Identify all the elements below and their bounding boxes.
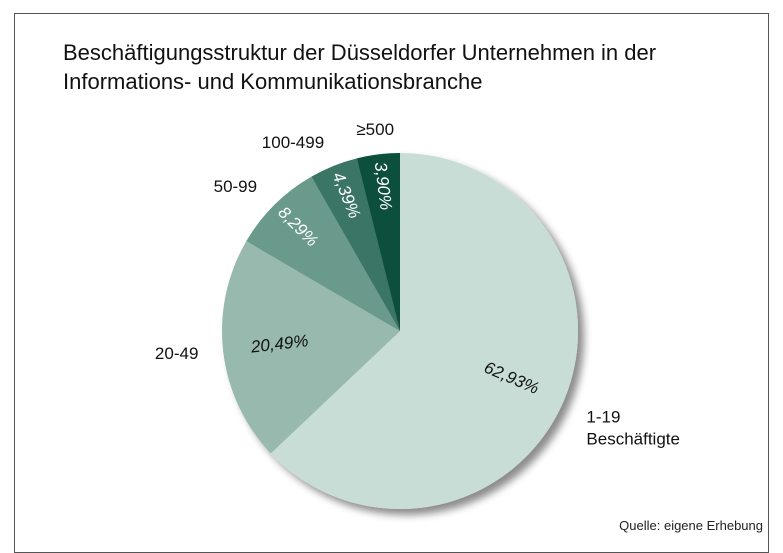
category-label: 1-19 Beschäftigte — [586, 407, 680, 449]
category-label: 50-99 — [213, 176, 258, 196]
pie-slice — [356, 153, 400, 331]
pie-slice — [311, 158, 400, 331]
pie — [222, 153, 578, 509]
chart-title: Beschäftigungsstruktur der Düsseldorfer … — [63, 40, 657, 94]
category-label: ≥500 — [356, 119, 395, 139]
category-label: 100-499 — [261, 132, 325, 152]
category-label: 20-49 — [154, 344, 199, 364]
source-note: Quelle: eigene Erhebung — [619, 518, 763, 533]
pie-slice — [222, 241, 400, 454]
pie-slice — [246, 176, 400, 331]
pie-slice — [270, 153, 578, 509]
